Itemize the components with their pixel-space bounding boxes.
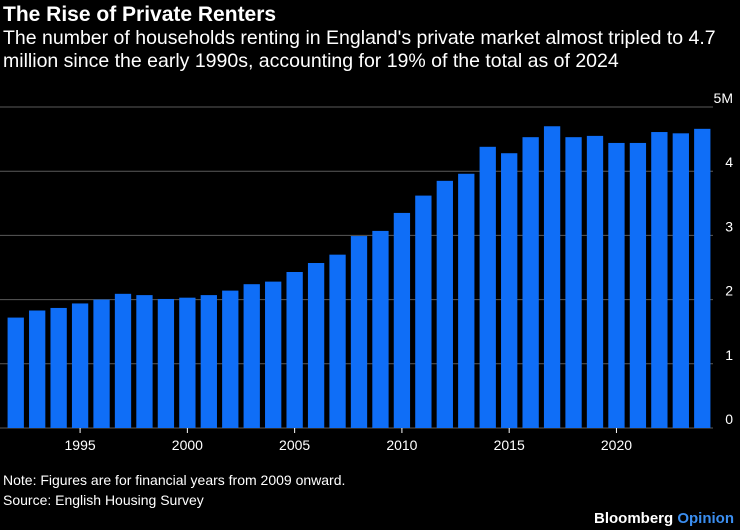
brand-secondary: Opinion [677, 510, 734, 527]
bars [7, 126, 711, 428]
bar-2001 [200, 295, 217, 428]
bar-2018 [565, 137, 582, 428]
bar-2023 [672, 133, 689, 428]
x-tick-label: 2005 [279, 437, 310, 453]
chart-title: The Rise of Private Renters [3, 3, 277, 26]
x-tick-label: 2020 [601, 437, 632, 453]
bar-2006 [307, 263, 325, 428]
bar-chart: 0 1 2 3 4 5M 1995 2000 2005 2010 2015 2020 [0, 90, 734, 453]
bar-2015 [501, 153, 518, 428]
bar-1997 [114, 293, 132, 428]
y-tick-label: 4 [725, 154, 733, 170]
bar-1993 [29, 310, 46, 428]
y-tick-label: 1 [725, 347, 733, 363]
brand-primary: Bloomberg [594, 510, 674, 527]
bar-2008 [350, 236, 368, 428]
x-tick-label: 2010 [386, 437, 417, 453]
bar-2004 [265, 281, 282, 428]
bar-1995 [71, 303, 89, 428]
bar-2002 [222, 290, 239, 428]
bar-2005 [286, 271, 303, 428]
bar-2017 [543, 126, 561, 428]
bar-1992 [7, 317, 24, 428]
x-tick-label: 2000 [172, 437, 203, 453]
chart-note: Note: Figures are for financial years fr… [3, 472, 346, 488]
bar-2013 [458, 173, 475, 428]
bar-2014 [479, 146, 496, 428]
bar-2024 [694, 128, 711, 428]
y-tick-label: 2 [725, 283, 733, 299]
bar-2022 [651, 132, 668, 428]
x-axis-ticks: 1995 2000 2005 2010 2015 2020 [65, 428, 632, 453]
y-tick-label: 3 [725, 218, 733, 234]
bar-2009 [372, 230, 389, 428]
y-tick-label: 0 [725, 411, 733, 427]
bar-2011 [415, 195, 432, 428]
y-tick-label: 5M [714, 90, 733, 106]
bar-2019 [586, 135, 604, 428]
bar-1994 [50, 307, 67, 428]
bar-1999 [157, 298, 175, 428]
chart-subtitle: The number of households renting in Engl… [3, 27, 716, 72]
bar-2010 [393, 212, 411, 428]
bar-1996 [93, 299, 110, 428]
x-tick-label: 1995 [65, 437, 96, 453]
bar-2003 [243, 284, 260, 428]
y-axis-ticks: 0 1 2 3 4 5M [714, 90, 734, 427]
bar-2021 [629, 142, 647, 428]
bar-2012 [436, 180, 453, 428]
bar-2007 [329, 254, 346, 428]
bar-2016 [522, 137, 539, 428]
brand-logo: Bloomberg Opinion [594, 510, 734, 527]
chart-source: Source: English Housing Survey [3, 492, 204, 508]
bar-2020 [608, 142, 625, 428]
bar-1998 [136, 295, 153, 428]
x-tick-label: 2015 [494, 437, 525, 453]
bar-2000 [179, 297, 196, 428]
